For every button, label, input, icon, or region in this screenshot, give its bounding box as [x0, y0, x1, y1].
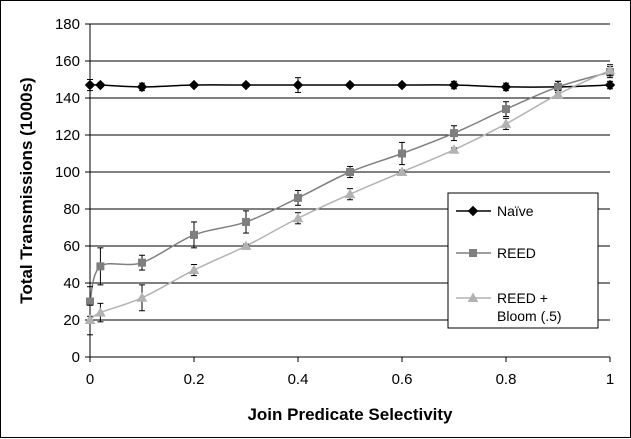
legend-swatch-marker	[467, 205, 479, 217]
data-point	[396, 79, 408, 91]
data-point	[344, 188, 356, 199]
data-point	[136, 81, 148, 93]
data-point	[86, 297, 94, 306]
data-point	[604, 79, 616, 91]
legend-label: Naïve	[497, 203, 534, 219]
data-point	[240, 79, 252, 91]
y-tick-label: 60	[63, 238, 80, 255]
y-tick-label: 100	[55, 164, 80, 181]
data-point	[396, 166, 408, 176]
legend: Naïve REED REED + Bloom (.5)	[447, 192, 599, 329]
x-axis-ticks: 0 0.2 0.4 0.6 0.8 1	[86, 357, 614, 388]
legend-label: Bloom (.5)	[497, 308, 562, 324]
data-point	[84, 314, 96, 324]
data-point	[136, 292, 148, 302]
data-point	[96, 262, 105, 271]
y-tick-label: 140	[55, 90, 80, 107]
data-point	[344, 79, 356, 91]
legend-swatch-marker	[467, 292, 479, 302]
data-series	[84, 64, 616, 336]
data-point	[242, 217, 250, 226]
data-point	[552, 88, 564, 99]
series-diamond	[84, 77, 616, 93]
legend-label: REED +	[497, 290, 548, 306]
data-point	[500, 81, 512, 93]
y-tick-label: 0	[72, 349, 80, 366]
legend-swatch-marker	[469, 249, 477, 257]
data-point	[292, 79, 304, 91]
data-point	[95, 79, 106, 91]
legend-label: REED	[497, 245, 536, 261]
data-point	[448, 79, 460, 91]
x-axis-title: Join Predicate Selectivity	[247, 405, 453, 424]
data-point	[95, 307, 106, 317]
data-point	[398, 149, 406, 158]
y-tick-label: 180	[55, 16, 80, 33]
x-tick-label: 1	[606, 371, 614, 388]
x-tick-label: 0.6	[392, 371, 413, 388]
data-point	[188, 264, 200, 275]
y-tick-label: 120	[55, 127, 80, 144]
x-tick-label: 0.4	[288, 371, 309, 388]
y-tick-label: 80	[63, 201, 80, 218]
data-point	[294, 193, 302, 202]
x-tick-label: 0.2	[184, 371, 205, 388]
data-point	[450, 129, 458, 138]
data-point	[502, 105, 510, 114]
data-point	[500, 118, 512, 128]
data-point	[188, 79, 200, 91]
y-axis-title: Total Transmissions (1000s)	[17, 77, 36, 303]
data-point	[448, 144, 460, 154]
x-tick-label: 0	[86, 371, 94, 388]
data-point	[190, 230, 198, 239]
data-point	[240, 240, 252, 250]
series-triangle	[84, 64, 616, 336]
y-axis-ticks: 0 20 40 60 80 100 120 140 160 180	[55, 16, 90, 366]
data-point	[138, 258, 146, 267]
data-point	[604, 64, 616, 75]
data-point	[292, 212, 304, 223]
y-tick-label: 40	[63, 275, 80, 292]
y-tick-label: 160	[55, 53, 80, 70]
y-tick-label: 20	[63, 312, 80, 329]
x-tick-label: 0.8	[496, 371, 517, 388]
data-point	[346, 168, 354, 176]
data-point	[84, 79, 96, 91]
